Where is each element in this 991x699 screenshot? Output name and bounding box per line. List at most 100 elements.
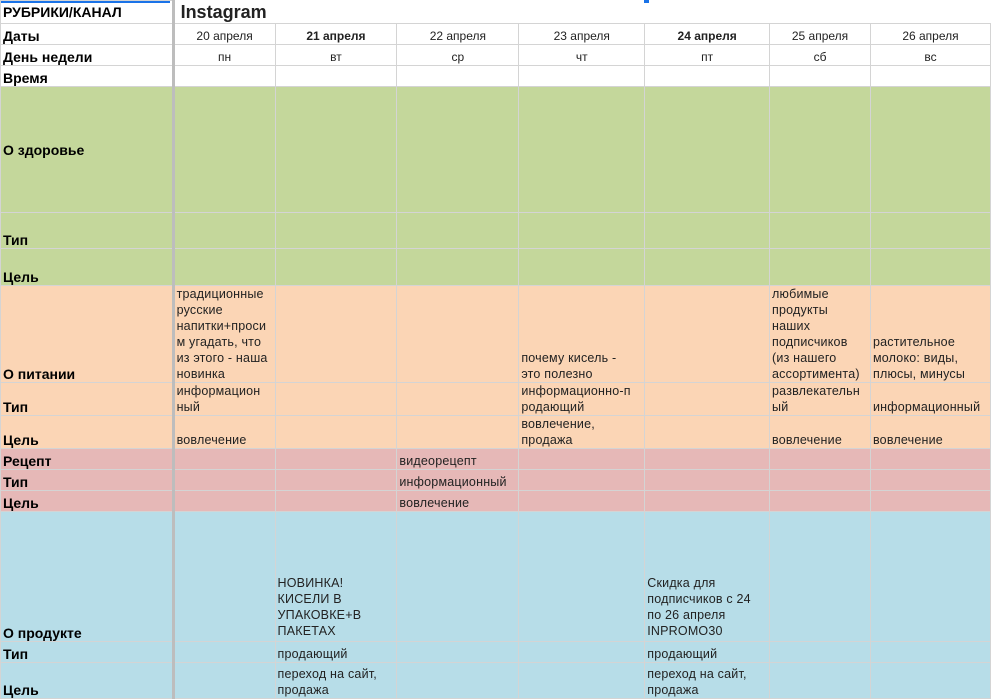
cell[interactable] — [644, 415, 771, 449]
cell[interactable]: переход на сайт, продажа — [644, 662, 771, 699]
cell[interactable]: информацион ный — [172, 382, 276, 416]
cell[interactable] — [644, 248, 771, 286]
cell[interactable] — [644, 448, 771, 470]
cell[interactable] — [274, 448, 398, 470]
cell[interactable] — [274, 382, 398, 416]
row-label-goal[interactable]: Цель — [0, 248, 175, 286]
cell[interactable] — [274, 490, 398, 512]
cell[interactable]: НОВИНКА! КИСЕЛИ В УПАКОВКЕ+В ПАКЕТАХ — [274, 511, 398, 642]
weekday-cell[interactable]: вт — [274, 44, 398, 66]
cell[interactable] — [869, 86, 991, 213]
cell[interactable]: информационно-п родающий — [518, 382, 646, 416]
cell[interactable] — [396, 641, 520, 663]
cell[interactable] — [274, 212, 398, 249]
cell[interactable] — [644, 285, 771, 383]
cell[interactable] — [769, 212, 871, 249]
cell[interactable] — [769, 662, 871, 699]
cell[interactable]: информационный — [396, 469, 520, 491]
cell[interactable] — [518, 662, 646, 699]
row-label-type[interactable]: Тип — [0, 212, 175, 249]
cell[interactable]: растительное молоко: виды, плюсы, минусы — [869, 285, 991, 383]
cell[interactable] — [769, 469, 871, 491]
row-label-goal[interactable]: Цель — [0, 490, 175, 512]
cell[interactable] — [172, 490, 276, 512]
cell[interactable]: вовлечение — [172, 415, 276, 449]
cell[interactable] — [644, 382, 771, 416]
row-label-weekday[interactable]: День недели — [0, 44, 175, 66]
cell[interactable]: информационный — [869, 382, 991, 416]
row-label-goal[interactable]: Цель — [0, 662, 175, 699]
cell[interactable] — [644, 490, 771, 512]
cell[interactable]: вовлечение — [769, 415, 871, 449]
section-label-recipe[interactable]: Рецепт — [0, 448, 175, 470]
time-cell[interactable] — [274, 65, 398, 87]
cell[interactable] — [518, 248, 646, 286]
date-cell[interactable]: 24 апреля — [644, 23, 771, 45]
cell[interactable] — [769, 248, 871, 286]
cell[interactable] — [518, 641, 646, 663]
time-cell[interactable] — [869, 65, 991, 87]
row-label-dates[interactable]: Даты — [0, 23, 175, 45]
row-label-time[interactable]: Время — [0, 65, 175, 87]
time-cell[interactable] — [644, 65, 771, 87]
cell[interactable] — [769, 490, 871, 512]
cell[interactable]: переход на сайт, продажа — [274, 662, 398, 699]
cell[interactable] — [769, 86, 871, 213]
cell[interactable] — [769, 511, 871, 642]
cell[interactable] — [869, 662, 991, 699]
weekday-cell[interactable]: ср — [396, 44, 520, 66]
row-label-type[interactable]: Тип — [0, 382, 175, 416]
channel-title[interactable]: Instagram — [180, 1, 267, 22]
cell[interactable] — [518, 448, 646, 470]
date-cell[interactable]: 22 апреля — [396, 23, 520, 45]
cell[interactable]: почему кисель - это полезно — [518, 285, 646, 383]
cell[interactable] — [172, 511, 276, 642]
cell[interactable]: вовлечение, продажа — [518, 415, 646, 449]
section-label-health[interactable]: О здоровье — [0, 86, 175, 213]
time-cell[interactable] — [518, 65, 646, 87]
cell[interactable]: видеорецепт — [396, 448, 520, 470]
date-cell[interactable]: 21 апреля — [274, 23, 398, 45]
cell[interactable]: традиционные русские напитки+проси м уга… — [172, 285, 276, 383]
date-cell[interactable]: 23 апреля — [518, 23, 646, 45]
cell[interactable] — [644, 212, 771, 249]
cell[interactable]: развлекательн ый — [769, 382, 871, 416]
weekday-cell[interactable]: вс — [869, 44, 991, 66]
cell[interactable] — [172, 662, 276, 699]
date-cell[interactable]: 20 апреля — [172, 23, 276, 45]
cell[interactable] — [644, 469, 771, 491]
cell[interactable] — [172, 469, 276, 491]
cell[interactable] — [869, 212, 991, 249]
cell[interactable] — [518, 86, 646, 213]
cell[interactable] — [172, 641, 276, 663]
cell[interactable] — [769, 641, 871, 663]
cell[interactable] — [644, 86, 771, 213]
cell[interactable] — [396, 662, 520, 699]
cell[interactable] — [274, 248, 398, 286]
cell[interactable] — [274, 285, 398, 383]
cell[interactable] — [869, 490, 991, 512]
cell[interactable] — [518, 469, 646, 491]
cell[interactable]: вовлечение — [869, 415, 991, 449]
cell[interactable] — [396, 511, 520, 642]
date-cell[interactable]: 26 апреля — [869, 23, 991, 45]
cell[interactable]: Скидка для подписчиков с 24 по 26 апреля… — [644, 511, 771, 642]
cell[interactable] — [769, 448, 871, 470]
cell[interactable] — [274, 86, 398, 213]
cell[interactable] — [396, 415, 520, 449]
cell[interactable] — [518, 490, 646, 512]
cell[interactable] — [869, 448, 991, 470]
cell[interactable]: вовлечение — [396, 490, 520, 512]
cell[interactable] — [396, 382, 520, 416]
cell[interactable] — [172, 248, 276, 286]
date-cell[interactable]: 25 апреля — [769, 23, 871, 45]
cell[interactable] — [274, 469, 398, 491]
time-cell[interactable] — [172, 65, 276, 87]
cell[interactable] — [274, 415, 398, 449]
cell[interactable] — [869, 469, 991, 491]
cell[interactable] — [396, 86, 520, 213]
cell[interactable] — [172, 212, 276, 249]
cell[interactable] — [172, 86, 276, 213]
cell[interactable] — [869, 641, 991, 663]
row-label-type[interactable]: Тип — [0, 469, 175, 491]
